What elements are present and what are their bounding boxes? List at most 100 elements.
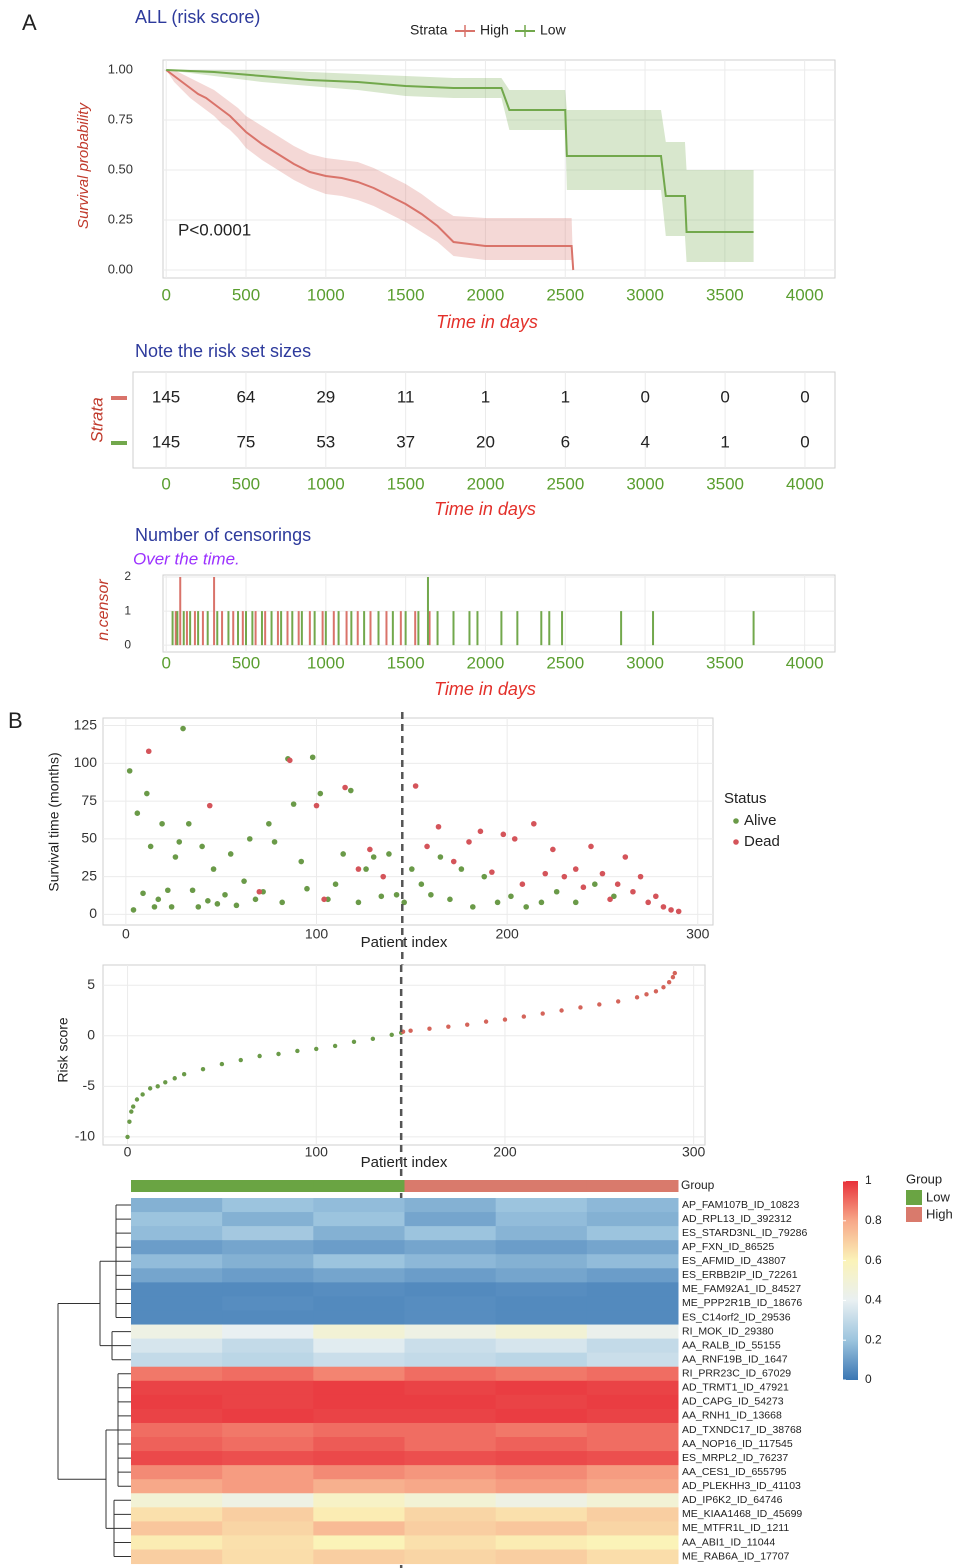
point (660, 904, 667, 910)
point (233, 902, 240, 909)
heatmap-cell (404, 1422, 497, 1438)
point (246, 836, 253, 842)
point (222, 891, 228, 898)
x-tick-label: 3500 (706, 653, 744, 672)
point (351, 1039, 357, 1045)
heatmap-cell (131, 1394, 223, 1410)
heatmap-cell (495, 1422, 588, 1438)
point (151, 904, 158, 910)
point (508, 893, 514, 900)
row-label: ES_ERBB2IP_ID_72261 (682, 1269, 798, 1281)
point (295, 1048, 300, 1054)
row-label: AP_FXN_ID_86525 (682, 1241, 774, 1253)
heatmap-cell (495, 1212, 588, 1227)
heatmap-cell (313, 1394, 405, 1410)
heatmap-cell (131, 1268, 223, 1283)
point (342, 784, 348, 791)
heatmap-cell (222, 1521, 314, 1536)
y-tick-label: -5 (83, 1077, 96, 1093)
point (622, 854, 629, 860)
heatmap-cell (222, 1352, 314, 1368)
row-label: ME_FAM92A1_ID_84527 (682, 1283, 801, 1295)
x-tick-label: 2000 (467, 474, 505, 493)
survival-curve (165, 69, 575, 271)
x-tick-label: 1500 (387, 474, 425, 493)
y-tick-label: 75 (81, 792, 97, 808)
point (521, 1014, 527, 1019)
heatmap-cell (313, 1422, 405, 1438)
point (130, 907, 137, 913)
point (614, 881, 621, 888)
heatmap-cell (313, 1240, 405, 1255)
chart-title: Note the risk set sizes (135, 341, 311, 361)
x-axis-label: Patient index (361, 934, 448, 951)
point (408, 1028, 413, 1033)
point (672, 970, 678, 976)
point (298, 858, 305, 865)
point (210, 866, 217, 872)
point (340, 851, 346, 857)
point (378, 893, 385, 900)
point (668, 907, 674, 913)
point (447, 896, 453, 903)
heatmap-cell (313, 1479, 405, 1494)
point (428, 891, 434, 898)
colorbar-label: 1 (865, 1173, 872, 1187)
point (380, 873, 387, 880)
point (271, 839, 278, 845)
legend-key (733, 818, 739, 824)
point (572, 899, 579, 906)
point (287, 757, 293, 764)
point (592, 881, 598, 888)
risk-count: 64 (236, 387, 255, 406)
point (130, 1104, 136, 1109)
point (309, 754, 316, 761)
group-bar (222, 1180, 314, 1192)
y-tick-label: 0.25 (108, 211, 133, 226)
x-tick-label: 500 (232, 285, 260, 304)
x-tick-label: 100 (305, 1144, 329, 1160)
risk-count: 75 (236, 432, 255, 451)
row-label: AD_TRMT1_ID_47921 (682, 1382, 789, 1394)
heatmap-cell (495, 1521, 588, 1536)
point (348, 787, 354, 794)
heatmap-cell (495, 1366, 588, 1382)
x-tick-label: 300 (686, 926, 710, 942)
point (227, 851, 234, 857)
risk-count: 20 (476, 432, 495, 451)
y-axis-label: Survival time (months) (46, 752, 62, 891)
point (241, 878, 247, 884)
heatmap-cell (131, 1366, 223, 1382)
heatmap-cell (404, 1451, 497, 1466)
heatmap-cell (586, 1380, 679, 1396)
heatmap-cell (404, 1535, 497, 1550)
heatmap-cell (404, 1198, 497, 1213)
point (481, 873, 488, 880)
heatmap-cell (404, 1240, 497, 1255)
heatmap-cell (495, 1198, 588, 1213)
x-tick-label: 4000 (786, 653, 824, 672)
risk-count: 145 (152, 387, 180, 406)
risk-count: 29 (316, 387, 335, 406)
heatmap-cell (586, 1352, 679, 1368)
heatmap-cell (586, 1254, 679, 1269)
x-axis-label: Time in days (434, 499, 536, 519)
point (531, 820, 537, 827)
risk-count: 0 (641, 387, 650, 406)
x-tick-label: 300 (682, 1144, 706, 1160)
heatmap-cell (313, 1549, 405, 1565)
legend-key (733, 839, 739, 845)
heatmap-cell (313, 1352, 405, 1368)
point (675, 908, 682, 915)
point (355, 899, 362, 906)
point (195, 904, 202, 910)
point (393, 891, 400, 898)
row-label: ME_MTFR1L_ID_1211 (682, 1522, 789, 1534)
heatmap-cell (586, 1212, 679, 1227)
point (189, 887, 196, 894)
x-tick-label: 200 (493, 1144, 517, 1160)
legend-label: Low (926, 1189, 950, 1204)
heatmap-cell (495, 1549, 588, 1565)
heatmap-cell (404, 1254, 497, 1269)
